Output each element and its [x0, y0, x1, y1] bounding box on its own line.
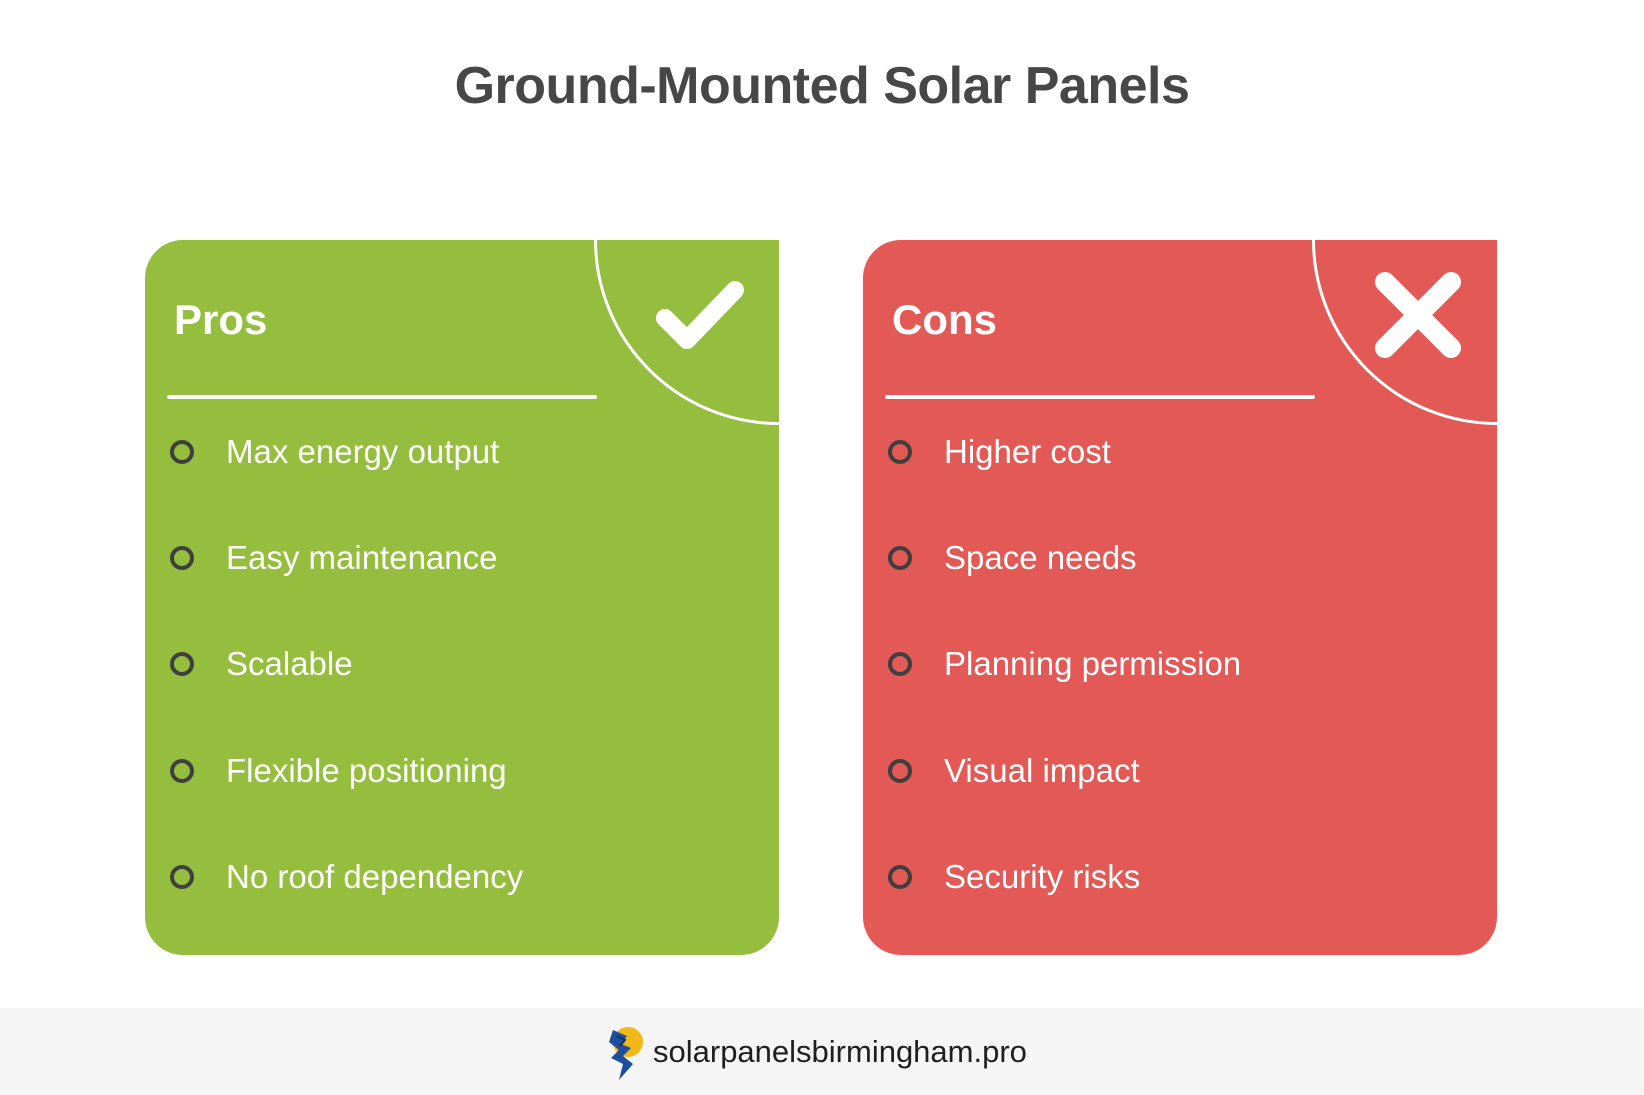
pros-divider	[167, 395, 597, 399]
pros-heading: Pros	[174, 296, 268, 343]
page-title: Ground-Mounted Solar Panels	[454, 57, 1190, 115]
pros-item-label: Flexible positioning	[226, 752, 507, 789]
footer: solarpanelsbirmingham.pro	[0, 1008, 1644, 1095]
circle-bullet-icon	[888, 759, 912, 783]
cons-card: Cons Higher cost Space needs Planning pe…	[863, 240, 1497, 955]
cons-item-label: Space needs	[944, 539, 1137, 576]
footer-site-link[interactable]: solarpanelsbirmingham.pro	[653, 1034, 1027, 1069]
pros-card: Pros Max energy output Easy maintenance …	[145, 240, 779, 955]
circle-bullet-icon	[888, 652, 912, 676]
cons-divider	[885, 395, 1315, 399]
cons-item-label: Security risks	[944, 858, 1141, 895]
circle-bullet-icon	[170, 652, 194, 676]
pros-list-item: Flexible positioning	[167, 746, 727, 796]
circle-bullet-icon	[888, 546, 912, 570]
pros-list-item: No roof dependency	[167, 852, 727, 902]
cross-icon	[1375, 272, 1461, 358]
footer-brand[interactable]: solarpanelsbirmingham.pro	[603, 1022, 1027, 1082]
pros-list-item: Scalable	[167, 639, 727, 689]
pros-item-label: Easy maintenance	[226, 539, 498, 576]
cons-heading: Cons	[892, 296, 997, 343]
cons-list-item: Space needs	[885, 533, 1445, 583]
pros-list-item: Easy maintenance	[167, 533, 727, 583]
circle-bullet-icon	[170, 865, 194, 889]
solar-panels-birmingham-logo-icon	[609, 1027, 643, 1080]
cons-list-item: Visual impact	[885, 746, 1445, 796]
cons-item-label: Higher cost	[944, 433, 1111, 470]
pros-item-label: Scalable	[226, 645, 353, 682]
circle-bullet-icon	[170, 546, 194, 570]
cons-list-item: Planning permission	[885, 639, 1445, 689]
circle-bullet-icon	[170, 440, 194, 464]
circle-bullet-icon	[888, 865, 912, 889]
pros-item-label: No roof dependency	[226, 858, 524, 895]
cons-item-label: Planning permission	[944, 645, 1242, 682]
circle-bullet-icon	[170, 759, 194, 783]
cons-list-item: Higher cost	[885, 427, 1445, 477]
pros-list-item: Max energy output	[167, 427, 727, 477]
cons-list-item: Security risks	[885, 852, 1445, 902]
pros-item-label: Max energy output	[226, 433, 500, 470]
checkmark-icon	[656, 281, 744, 349]
circle-bullet-icon	[888, 440, 912, 464]
cons-item-label: Visual impact	[944, 752, 1140, 789]
